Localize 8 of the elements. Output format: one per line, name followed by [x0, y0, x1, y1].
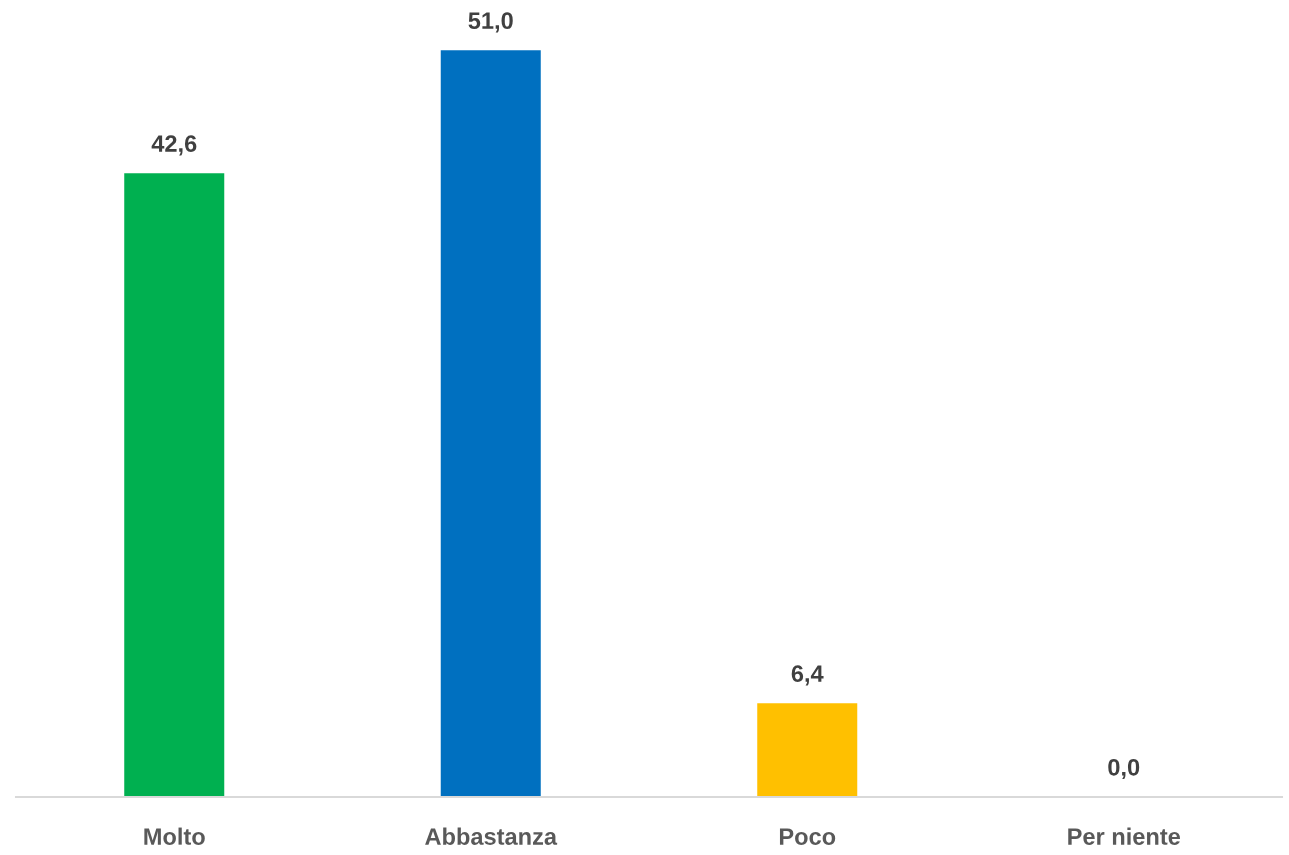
x-tick-label: Molto [144, 827, 205, 845]
data-label: 51,0 [468, 12, 513, 33]
x-tick-label: Poco [779, 828, 836, 845]
data-label: 0,0 [1108, 758, 1140, 780]
x-tick-label: Per niente [1068, 827, 1181, 845]
data-label: 42,6 [151, 135, 197, 156]
x-tick-label: Abbastanza [425, 827, 558, 845]
data-label: 6,4 [791, 665, 824, 686]
